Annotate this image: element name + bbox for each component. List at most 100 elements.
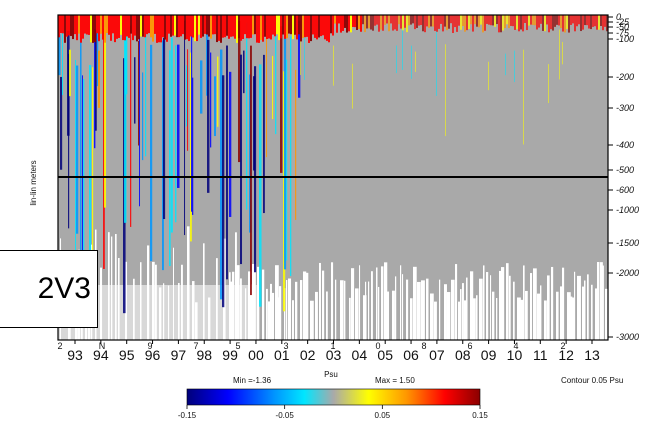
- surface-cell: [162, 15, 164, 38]
- surface-cell: [330, 15, 332, 34]
- surface-cell: [186, 15, 188, 40]
- surface-cell: [416, 15, 418, 28]
- surface-cell: [272, 15, 274, 35]
- surface-cell: [590, 15, 592, 30]
- surface-cell: [170, 15, 172, 37]
- x-tick-label: 97: [171, 347, 187, 363]
- no-data-gap: [462, 283, 464, 340]
- anomaly-stripe: [562, 41, 563, 65]
- surface-cell: [454, 15, 456, 28]
- no-data-gap: [118, 258, 120, 340]
- surface-cell: [388, 15, 390, 32]
- anomaly-stripe: [286, 59, 288, 261]
- no-data-gap: [602, 265, 604, 340]
- y-tick-label: -2000: [616, 268, 639, 278]
- no-data-gap: [410, 298, 413, 340]
- no-data-gap: [236, 265, 240, 340]
- no-data-gap: [368, 281, 370, 340]
- no-data-gap: [490, 275, 492, 340]
- anomaly-stripe: [58, 34, 61, 76]
- surface-cell: [266, 15, 268, 39]
- no-data-gap: [562, 267, 565, 340]
- no-data-gap: [547, 275, 550, 340]
- no-data-gap: [159, 287, 162, 340]
- surface-cell: [62, 15, 64, 34]
- surface-cell: [238, 15, 240, 39]
- no-data-gap: [597, 262, 600, 340]
- surface-cell: [84, 15, 86, 34]
- no-data-gap: [476, 295, 478, 340]
- no-data-gap: [192, 281, 195, 340]
- surface-cell: [260, 15, 262, 40]
- no-data-gap: [483, 265, 485, 340]
- no-data-gap: [266, 288, 268, 340]
- surface-cell: [164, 15, 166, 40]
- surface-cell: [582, 15, 584, 30]
- anomaly-stripe: [300, 27, 301, 75]
- surface-cell: [536, 15, 538, 30]
- surface-cell: [180, 15, 182, 37]
- surface-cell: [406, 15, 408, 33]
- anomaly-stripe: [187, 49, 189, 151]
- surface-cell: [222, 15, 224, 38]
- surface-cell: [264, 15, 266, 37]
- surface-cell: [584, 15, 586, 26]
- surface-cell: [98, 15, 100, 42]
- no-data-gap: [275, 265, 279, 340]
- surface-cell: [136, 15, 138, 42]
- surface-cell: [74, 15, 76, 35]
- y-tick-label: -25: [616, 17, 630, 27]
- surface-cell: [354, 15, 356, 28]
- no-data-gap: [232, 271, 235, 340]
- no-data-gap: [509, 275, 511, 340]
- surface-cell: [168, 15, 170, 34]
- anomaly-stripe: [124, 36, 127, 223]
- surface-cell: [514, 15, 516, 30]
- anomaly-stripe: [134, 57, 136, 124]
- surface-cell: [468, 15, 470, 29]
- surface-cell: [520, 15, 522, 30]
- surface-cell: [410, 15, 412, 25]
- no-data-gap: [147, 245, 150, 340]
- colorbar-min-label: Min =-1.36: [233, 376, 272, 385]
- surface-cell: [188, 15, 190, 42]
- surface-cell: [212, 15, 214, 35]
- surface-cell: [358, 15, 360, 30]
- no-data-gap: [501, 267, 505, 340]
- anomaly-stripe: [402, 29, 403, 70]
- surface-cell: [464, 15, 466, 32]
- surface-cell: [274, 15, 276, 37]
- surface-cell: [130, 15, 132, 34]
- surface-cell: [558, 15, 560, 26]
- anomaly-stripe: [200, 60, 203, 114]
- anomaly-stripe: [83, 79, 85, 287]
- anomaly-stripe: [436, 29, 437, 96]
- surface-cell: [418, 15, 420, 26]
- anomaly-stripe: [411, 45, 412, 79]
- surface-cell: [208, 15, 210, 37]
- surface-cell: [346, 15, 348, 33]
- no-data-gap: [395, 276, 397, 340]
- anomaly-stripe: [298, 20, 301, 98]
- no-data-gap: [470, 271, 474, 340]
- surface-cell: [378, 15, 380, 32]
- no-data-gap: [115, 234, 117, 340]
- surface-cell: [262, 15, 264, 42]
- surface-cell: [450, 15, 452, 24]
- surface-cell: [538, 15, 540, 28]
- surface-cell: [320, 15, 322, 37]
- surface-cell: [424, 15, 426, 33]
- no-data-gap: [310, 300, 314, 340]
- surface-cell: [174, 15, 176, 36]
- anomaly-stripe: [138, 41, 140, 146]
- no-data-gap: [349, 297, 351, 340]
- surface-cell: [230, 15, 232, 37]
- surface-cell: [250, 15, 252, 38]
- no-data-gap: [574, 271, 576, 340]
- surface-cell: [302, 15, 304, 38]
- anomaly-stripe: [125, 28, 128, 95]
- no-data-gap: [303, 271, 307, 340]
- surface-cell: [58, 15, 60, 38]
- surface-cell: [556, 15, 558, 25]
- surface-cell: [392, 15, 394, 31]
